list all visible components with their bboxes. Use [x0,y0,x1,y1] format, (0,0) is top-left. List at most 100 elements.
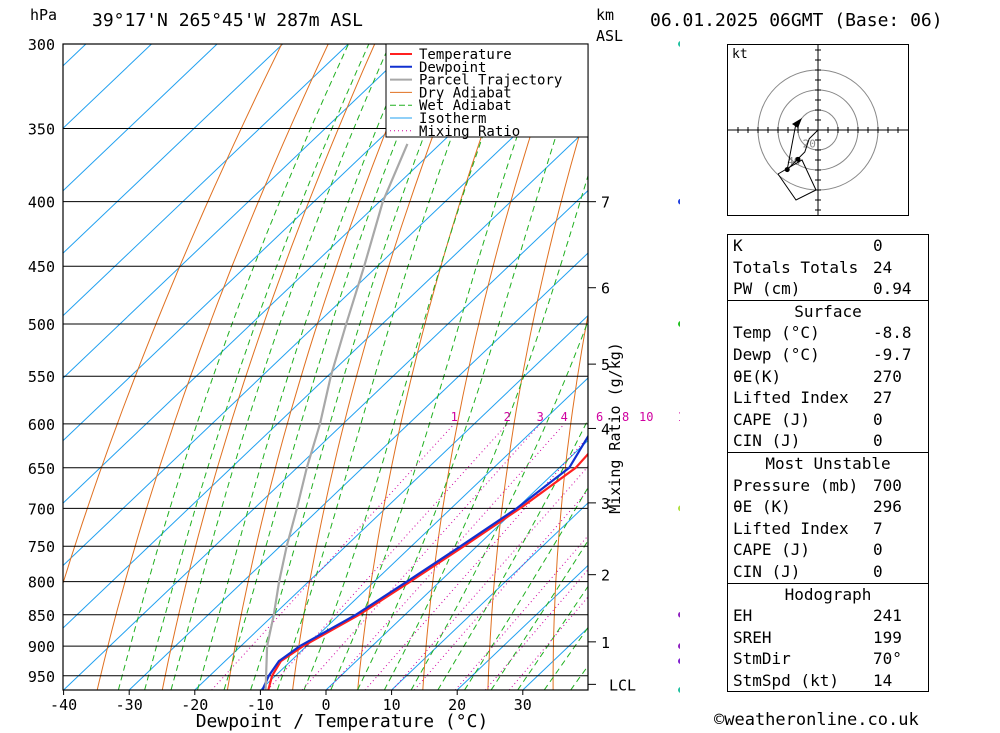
totals-value: 24 [873,257,893,277]
mu-pressure-value: 700 [873,475,902,495]
wind-marker [678,198,680,205]
isotherm-line [456,564,588,690]
dry-adiabat-line [96,44,329,690]
surface-title: Surface [794,301,862,321]
mixing-ratio-label: 15 [678,410,680,424]
dry-adiabat-line [357,44,515,690]
isotherm-line [63,44,415,379]
stmspd-label: StmSpd (kt) [733,670,839,690]
stmdir-value: 70° [873,649,902,669]
surface-cape-label: CAPE (J) [733,409,811,429]
mixing-ratio-label: 4 [561,410,568,424]
temp-tick-label: -40 [50,696,77,714]
legend-entry: Mixing Ratio [419,124,520,140]
wet-adiabat-line [410,319,588,690]
temp-tick-label: 0 [321,696,330,714]
isotherm-line [0,44,20,690]
wet-adiabat-line [517,585,588,690]
isotherm-line [63,44,480,442]
legend-entry: Dry Adiabat [419,85,512,101]
mu-thetae-value: 296 [873,497,902,517]
surface-dewp-row: Dewp (°C) -9.7 [728,344,928,366]
surface-cape-value: 0 [873,409,883,429]
pressure-unit-label: hPa [30,6,58,24]
stmspd-row: StmSpd (kt) 14 [728,670,928,692]
km-tick-label: 4 [601,420,610,438]
wet-adiabat-line [196,44,413,690]
isotherm-line [63,44,152,129]
pw-value: 0.94 [873,279,912,299]
wet-adiabat-line [464,486,588,690]
hodograph-point [795,156,801,162]
wet-adiabat-line [490,539,588,690]
hodograph-unit: kt [732,47,748,62]
isotherm-line [63,64,588,567]
isotherm-line [63,44,349,317]
wind-marker [678,687,680,693]
temp-tick-label: -30 [116,696,143,714]
wind-marker [678,321,680,327]
mixing-ratio-line [413,489,588,690]
storm-motion-arrow [792,118,802,128]
sreh-value: 199 [873,627,902,647]
mu-pressure-label: Pressure (mb) [733,475,859,495]
mu-cin-value: 0 [873,561,883,581]
temp-tick-label: 20 [448,696,466,714]
mixing-ratio-label: 1 [451,410,458,424]
km-tick-label: 6 [601,280,610,298]
mixing-ratio-label: 10 [639,410,653,424]
mixing-ratio-line [327,423,565,690]
km-tick-label: 2 [601,567,610,585]
surface-li-value: 27 [873,388,893,408]
km-tick-label: 1 [601,634,610,652]
surface-temp-label: Temp (°C) [733,323,820,343]
isotherm-line [325,439,588,690]
isotherm-line [63,127,588,629]
isotherm-line [63,189,588,690]
isotherm-line [391,502,588,690]
copyright-link[interactable]: ©weatheronline.co.uk [714,710,919,730]
temp-tick-label: 10 [383,696,401,714]
dry-adiabat-line [679,44,680,690]
hodograph-trace [786,123,819,172]
mu-cape-label: CAPE (J) [733,540,811,560]
stmdir-row: StmDir 70° [728,648,928,670]
sreh-row: SREH 199 [728,627,928,649]
km-label: km [596,6,615,24]
wet-adiabat-line [223,44,436,690]
mixing-ratio-axis-label: Mixing Ratio (g/kg) [606,342,624,514]
mu-cin-label: CIN (J) [733,561,801,581]
isotherm-line [63,44,284,254]
eh-label: EH [733,606,753,626]
pressure-tick-label: 600 [28,416,55,434]
dry-adiabat-line [226,44,422,690]
surface-cape-row: CAPE (J) 0 [728,409,928,431]
surface-dewp-value: -9.7 [873,344,912,364]
surface-cin-value: 0 [873,431,883,451]
mixing-ratio-line [211,423,455,690]
temperature-profile [267,452,588,690]
x-axis-label: Dewpoint / Temperature (°C) [196,711,489,732]
pressure-tick-label: 450 [28,258,55,276]
pw-label: PW (cm) [733,279,801,299]
mixing-ratio-line [267,423,508,690]
pressure-tick-label: 550 [28,368,55,386]
mixing-ratio-line [392,465,588,690]
wind-profile [678,41,680,693]
mixing-ratio-line [454,535,588,690]
mu-li-label: Lifted Index [733,518,849,538]
pressure-tick-label: 500 [28,316,55,334]
wind-marker [678,505,680,512]
mu-cape-value: 0 [873,540,883,560]
isotherm-line [63,44,218,192]
isotherm-line [63,44,87,67]
wind-marker [678,41,680,47]
wet-adiabat-line [303,44,517,690]
mixing-ratio-label: 8 [622,410,629,424]
dry-adiabat-line [63,44,283,585]
wind-marker [678,658,680,664]
legend-entry: Wet Adiabat [419,98,512,114]
